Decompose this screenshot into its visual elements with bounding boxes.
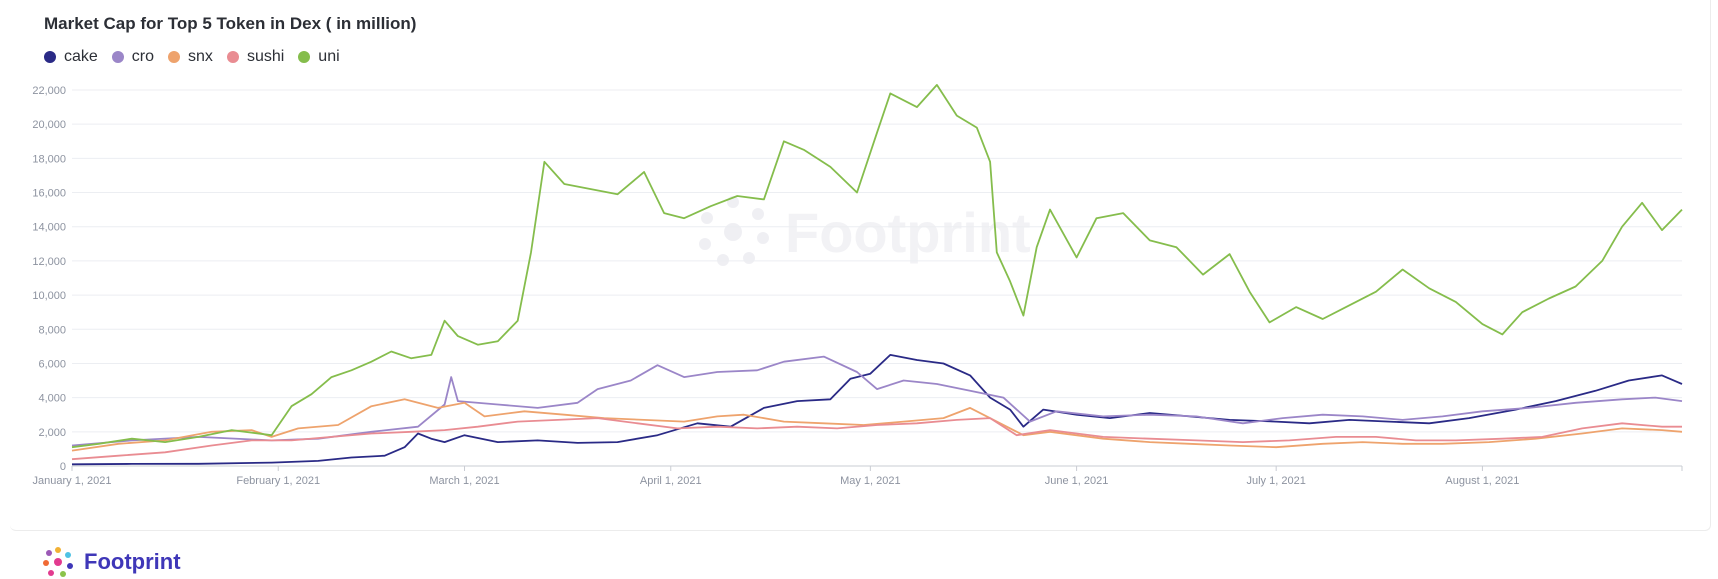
legend-item-snx[interactable]: snx xyxy=(168,48,213,66)
legend-item-uni[interactable]: uni xyxy=(298,48,340,66)
legend-label-cake: cake xyxy=(64,48,98,65)
x-tick-label: February 1, 2021 xyxy=(236,475,320,487)
legend-label-cro: cro xyxy=(131,48,155,65)
legend-item-cro[interactable]: cro xyxy=(111,48,155,66)
legend-dot-cro xyxy=(111,51,124,63)
legend-dot-uni xyxy=(298,51,311,63)
x-tick-label: January 1, 2021 xyxy=(33,475,112,487)
y-tick-label: 6,000 xyxy=(38,358,66,370)
footprint-logo-text: Footprint xyxy=(84,549,181,574)
legend-dot-snx xyxy=(168,51,181,63)
legend-dot-sushi xyxy=(226,51,239,63)
chart-legend: cake cro snx sushi uni xyxy=(44,48,340,66)
watermark-text: Footprint xyxy=(785,201,1031,264)
x-tick-label: June 1, 2021 xyxy=(1045,475,1109,487)
chart-title: Market Cap for Top 5 Token in Dex ( in m… xyxy=(44,14,417,33)
y-tick-label: 16,000 xyxy=(32,188,66,200)
y-tick-label: 22,000 xyxy=(32,85,66,97)
legend-label-sushi: sushi xyxy=(246,48,285,65)
legend-label-uni: uni xyxy=(318,48,340,65)
y-tick-label: 12,000 xyxy=(32,256,66,268)
x-tick-label: May 1, 2021 xyxy=(840,475,901,487)
y-tick-label: 2,000 xyxy=(38,427,66,439)
series-line-cro xyxy=(71,355,1683,447)
series-line-cake xyxy=(71,354,1683,466)
footprint-logo-icon xyxy=(43,547,73,577)
x-tick-label: March 1, 2021 xyxy=(429,475,499,487)
y-tick-label: 20,000 xyxy=(32,119,66,131)
x-tick-label: August 1, 2021 xyxy=(1445,475,1519,487)
y-tick-label: 10,000 xyxy=(32,290,66,302)
y-tick-label: 18,000 xyxy=(32,153,66,165)
legend-item-cake[interactable]: cake xyxy=(44,48,98,66)
legend-item-sushi[interactable]: sushi xyxy=(226,48,285,66)
series-line-sushi xyxy=(71,417,1682,461)
series-line-uni xyxy=(71,84,1683,449)
footprint-logo: Footprint xyxy=(38,545,181,579)
x-tick-label: July 1, 2021 xyxy=(1247,475,1306,487)
x-tick-label: April 1, 2021 xyxy=(640,475,702,487)
series-line-snx xyxy=(71,398,1683,452)
y-tick-label: 4,000 xyxy=(38,393,66,405)
chart-card xyxy=(10,0,1711,531)
legend-dot-cake xyxy=(44,51,56,63)
footprint-watermark: Footprint xyxy=(699,196,1031,266)
y-tick-label: 0 xyxy=(60,461,66,473)
y-tick-label: 8,000 xyxy=(38,324,66,336)
legend-label-snx: snx xyxy=(188,48,213,65)
y-tick-label: 14,000 xyxy=(32,222,66,234)
